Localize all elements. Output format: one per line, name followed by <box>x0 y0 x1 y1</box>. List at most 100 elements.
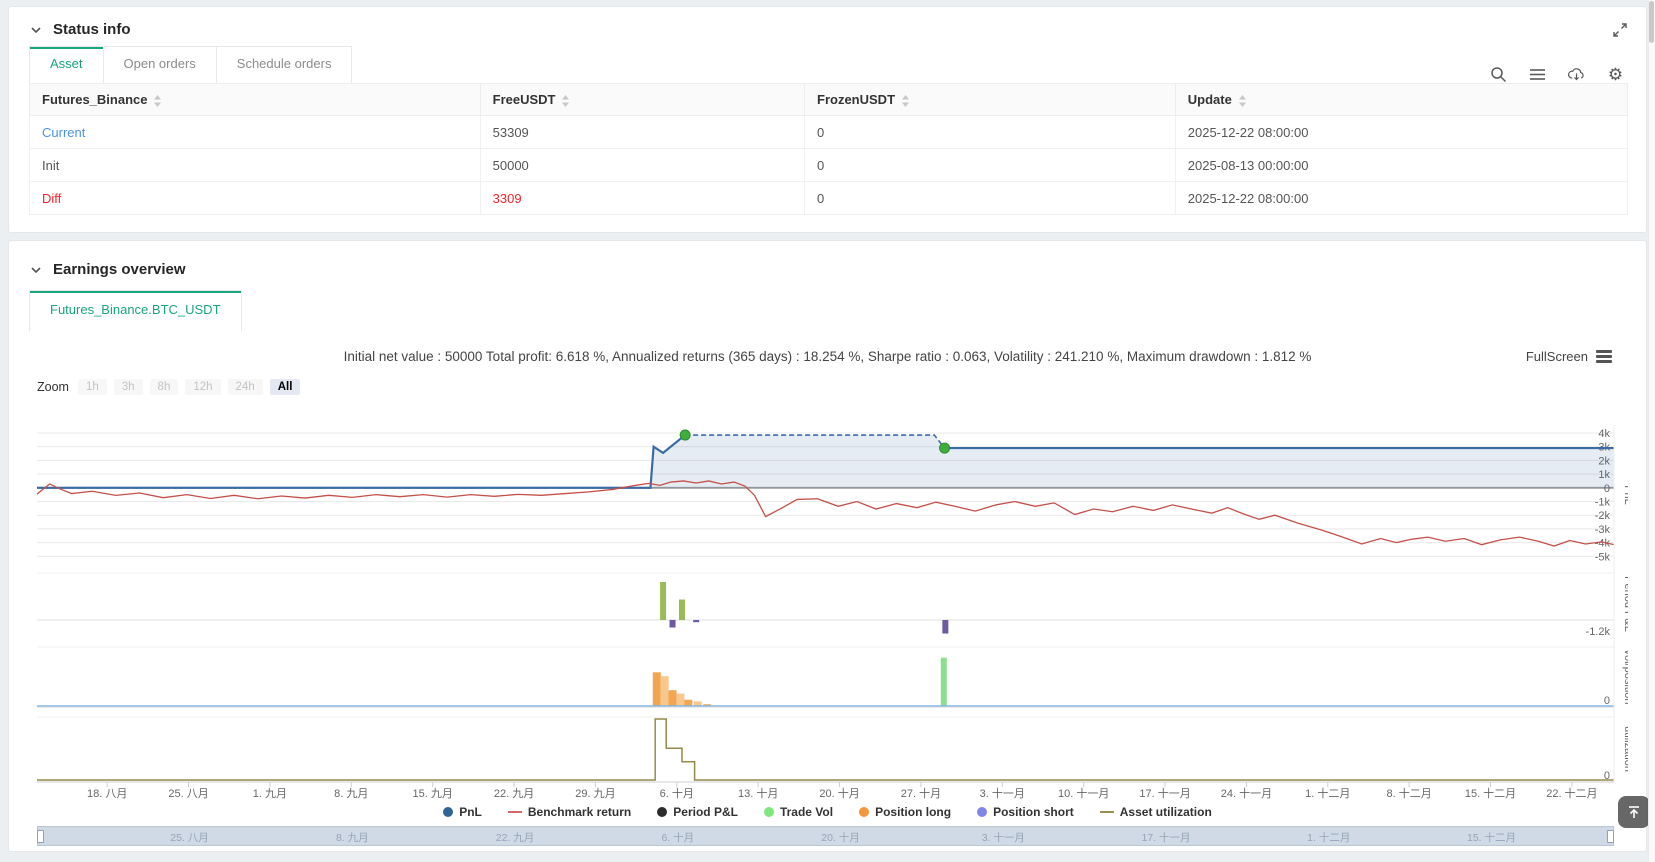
chart-navigator[interactable]: 25. 八月8. 九月22. 九月6. 十月20. 十月3. 十一月17. 十一… <box>37 826 1614 846</box>
asset-table-header-row: Futures_Binance FreeUSDT FrozenUSDT Upda… <box>30 84 1628 116</box>
status-info-card: Status info Asset Open orders Schedule o… <box>8 6 1647 233</box>
svg-text:8. 九月: 8. 九月 <box>334 787 368 800</box>
zoom-24h-button[interactable]: 24h <box>228 379 263 395</box>
column-header-frozenusdt[interactable]: FrozenUSDT <box>805 84 1176 116</box>
collapse-chevron-icon[interactable] <box>29 263 43 277</box>
search-icon[interactable] <box>1490 66 1507 83</box>
navigator-date-label: 22. 九月 <box>496 830 535 845</box>
earnings-chart: 4k3k2k1k0-1k-2k-3k-4k-5k-1.2k0018. 八月25.… <box>9 403 1646 801</box>
svg-text:3. 十一月: 3. 十一月 <box>980 786 1025 800</box>
tab-open-orders[interactable]: Open orders <box>103 47 216 83</box>
menu-icon[interactable] <box>1529 66 1546 83</box>
svg-text:-1k: -1k <box>1595 497 1611 509</box>
svg-text:25. 八月: 25. 八月 <box>168 788 208 800</box>
back-to-top-button[interactable] <box>1618 796 1650 828</box>
column-header-freeusdt[interactable]: FreeUSDT <box>480 84 804 116</box>
legend-item-period-p-l[interactable]: Period P&L <box>657 805 738 819</box>
chart-fullscreen-button[interactable]: FullScreen <box>1526 349 1612 364</box>
diff-update-time: 2025-12-22 08:00:00 <box>1175 182 1627 215</box>
sort-icon[interactable] <box>561 95 570 107</box>
svg-text:24. 十一月: 24. 十一月 <box>1221 786 1272 800</box>
diff-frozen-usdt: 0 <box>805 182 1176 215</box>
navigator-date-label: 6. 十月 <box>661 830 694 845</box>
legend-item-trade-vol[interactable]: Trade Vol <box>764 805 833 819</box>
zoom-12h-button[interactable]: 12h <box>185 379 220 395</box>
asset-table: Futures_Binance FreeUSDT FrozenUSDT Upda… <box>29 83 1628 215</box>
current-free-usdt: 53309 <box>480 116 804 149</box>
collapse-chevron-icon[interactable] <box>29 23 43 37</box>
diff-free-usdt: 3309 <box>493 191 522 206</box>
legend-marker <box>508 811 522 813</box>
zoom-8h-button[interactable]: 8h <box>150 379 179 395</box>
current-update-time: 2025-12-22 08:00:00 <box>1175 116 1627 149</box>
back-to-top-icon <box>1626 804 1642 820</box>
legend-item-pnl[interactable]: PnL <box>443 805 482 819</box>
sort-icon[interactable] <box>1238 95 1247 107</box>
legend-label: Asset utilization <box>1120 805 1212 819</box>
svg-text:10. 十一月: 10. 十一月 <box>1058 786 1109 800</box>
legend-marker <box>657 807 667 817</box>
svg-text:6. 十月: 6. 十月 <box>660 786 694 800</box>
navigator-date-label: 8. 九月 <box>336 830 369 845</box>
tab-schedule-orders[interactable]: Schedule orders <box>216 47 352 83</box>
navigator-date-label: 3. 十一月 <box>982 830 1025 845</box>
legend-item-position-short[interactable]: Position short <box>977 805 1074 819</box>
legend-item-benchmark-return[interactable]: Benchmark return <box>508 805 631 819</box>
earnings-overview-title: Earnings overview <box>53 261 186 278</box>
svg-text:15. 九月: 15. 九月 <box>412 787 452 800</box>
sort-icon[interactable] <box>153 95 162 107</box>
svg-text:22. 九月: 22. 九月 <box>494 787 534 800</box>
svg-text:13. 十月: 13. 十月 <box>738 786 778 800</box>
cloud-download-icon[interactable] <box>1568 66 1585 83</box>
trading-dashboard-page: Status info Asset Open orders Schedule o… <box>0 0 1655 862</box>
navigator-right-handle[interactable] <box>1607 830 1614 843</box>
tab-asset[interactable]: Asset <box>30 47 103 83</box>
zoom-all-button[interactable]: All <box>270 379 301 395</box>
svg-text:27. 十月: 27. 十月 <box>901 786 941 800</box>
navigator-left-handle[interactable] <box>37 830 44 843</box>
gear-icon[interactable]: ⚙ <box>1607 66 1624 83</box>
scrollbar-thumb[interactable] <box>1649 1 1654 43</box>
sort-icon[interactable] <box>901 95 910 107</box>
navigator-date-label: 1. 十二月 <box>1307 830 1350 845</box>
legend-item-position-long[interactable]: Position long <box>859 805 951 819</box>
legend-label: Position long <box>875 805 951 819</box>
current-frozen-usdt: 0 <box>805 116 1176 149</box>
svg-text:1. 十二月: 1. 十二月 <box>1305 786 1350 800</box>
svg-text:0: 0 <box>1604 770 1610 782</box>
performance-stats-line: Initial net value : 50000 Total profit: … <box>29 349 1626 364</box>
legend-label: PnL <box>459 805 482 819</box>
tab-futures-binance-btc-usdt[interactable]: Futures_Binance.BTC_USDT <box>30 291 241 331</box>
fullscreen-expand-icon[interactable] <box>1612 22 1628 38</box>
chart-menu-icon[interactable] <box>1596 350 1612 363</box>
legend-item-asset-utilization[interactable]: Asset utilization <box>1100 805 1212 819</box>
svg-text:15. 十二月: 15. 十二月 <box>1465 786 1516 800</box>
svg-text:utilization: utilization <box>1622 726 1628 772</box>
zoom-label: Zoom <box>37 380 69 394</box>
status-tabs: Asset Open orders Schedule orders <box>29 46 352 83</box>
navigator-date-label: 17. 十一月 <box>1142 830 1191 845</box>
legend-label: Trade Vol <box>780 805 833 819</box>
current-row-link[interactable]: Current <box>42 125 85 140</box>
svg-text:-2k: -2k <box>1595 510 1611 522</box>
navigator-date-label: 20. 十月 <box>821 830 860 845</box>
init-row-label: Init <box>30 149 481 182</box>
svg-text:29. 九月: 29. 九月 <box>575 787 615 800</box>
zoom-range-selector: Zoom 1h 3h 8h 12h 24h All <box>37 377 1626 397</box>
zoom-3h-button[interactable]: 3h <box>114 379 143 395</box>
legend-marker <box>443 807 453 817</box>
init-free-usdt: 50000 <box>480 149 804 182</box>
legend-marker <box>1100 811 1114 813</box>
chart-legend: PnL Benchmark return Period P&L Trade Vol Po… <box>9 803 1646 821</box>
earnings-overview-card: Earnings overview Futures_Binance.BTC_US… <box>8 240 1647 852</box>
init-frozen-usdt: 0 <box>805 149 1176 182</box>
column-header-update[interactable]: Update <box>1175 84 1627 116</box>
svg-text:-3k: -3k <box>1595 524 1611 536</box>
zoom-1h-button[interactable]: 1h <box>78 379 107 395</box>
legend-label: Position short <box>993 805 1074 819</box>
svg-text:1. 九月: 1. 九月 <box>253 787 287 800</box>
earnings-tabs: Futures_Binance.BTC_USDT <box>29 290 242 331</box>
column-header-futures-binance[interactable]: Futures_Binance <box>30 84 481 116</box>
navigator-date-label: 15. 十二月 <box>1467 830 1516 845</box>
svg-text:20. 十月: 20. 十月 <box>819 786 859 800</box>
